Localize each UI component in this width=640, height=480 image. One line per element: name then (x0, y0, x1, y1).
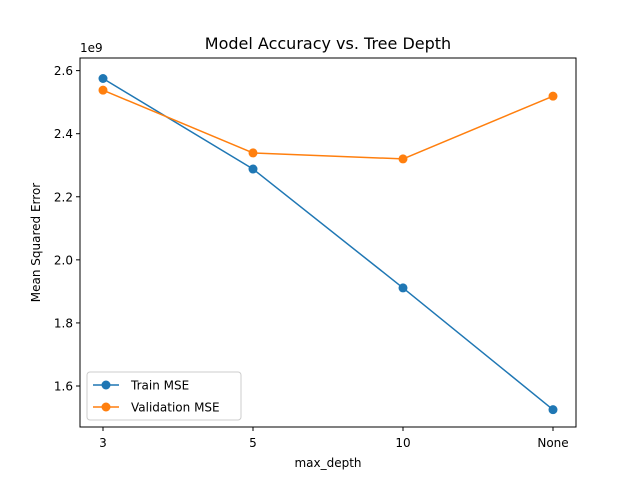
series-line-validation (102, 89, 554, 160)
legend-label-train: Train MSE (130, 379, 189, 393)
x-tick-label: None (537, 436, 568, 450)
y-tick-label: 1.8 (54, 316, 73, 330)
plot-area-frame (79, 57, 577, 428)
data-point-validation (98, 85, 108, 95)
legend-marker-train (101, 380, 111, 390)
data-point-validation (548, 91, 558, 101)
legend-label-validation: Validation MSE (131, 401, 220, 415)
series-layer (98, 74, 558, 415)
y-tick-label: 1.6 (54, 380, 73, 394)
legend: Train MSE Validation MSE (86, 371, 242, 421)
x-tick-label: 5 (249, 436, 257, 450)
axis-ticks: 3 5 10 None 1.6 1.8 2.0 2.2 2.4 2.6 (54, 64, 569, 450)
y-tick-label: 2.0 (54, 253, 73, 267)
legend-frame (86, 371, 242, 421)
data-point-train (98, 74, 108, 83)
data-point-train (398, 283, 408, 293)
series-validation (98, 85, 558, 164)
chart-title: Model Accuracy vs. Tree Depth (205, 34, 451, 53)
x-tick-label: 3 (99, 436, 107, 450)
series-line-train (102, 77, 554, 411)
x-axis-label: max_depth (294, 456, 361, 470)
legend-marker-validation (101, 402, 111, 412)
y-tick-label: 2.2 (54, 190, 73, 204)
data-point-train (248, 164, 258, 174)
data-point-train (548, 405, 558, 415)
data-point-validation (248, 148, 258, 158)
y-tick-label: 2.6 (54, 64, 73, 78)
data-point-validation (398, 154, 408, 164)
y-axis-label: Mean Squared Error (29, 183, 43, 303)
x-tick-label: 10 (395, 436, 410, 450)
y-tick-label: 2.4 (54, 127, 73, 141)
y-axis-scale-label: 1e9 (80, 41, 103, 55)
series-train (98, 74, 558, 415)
